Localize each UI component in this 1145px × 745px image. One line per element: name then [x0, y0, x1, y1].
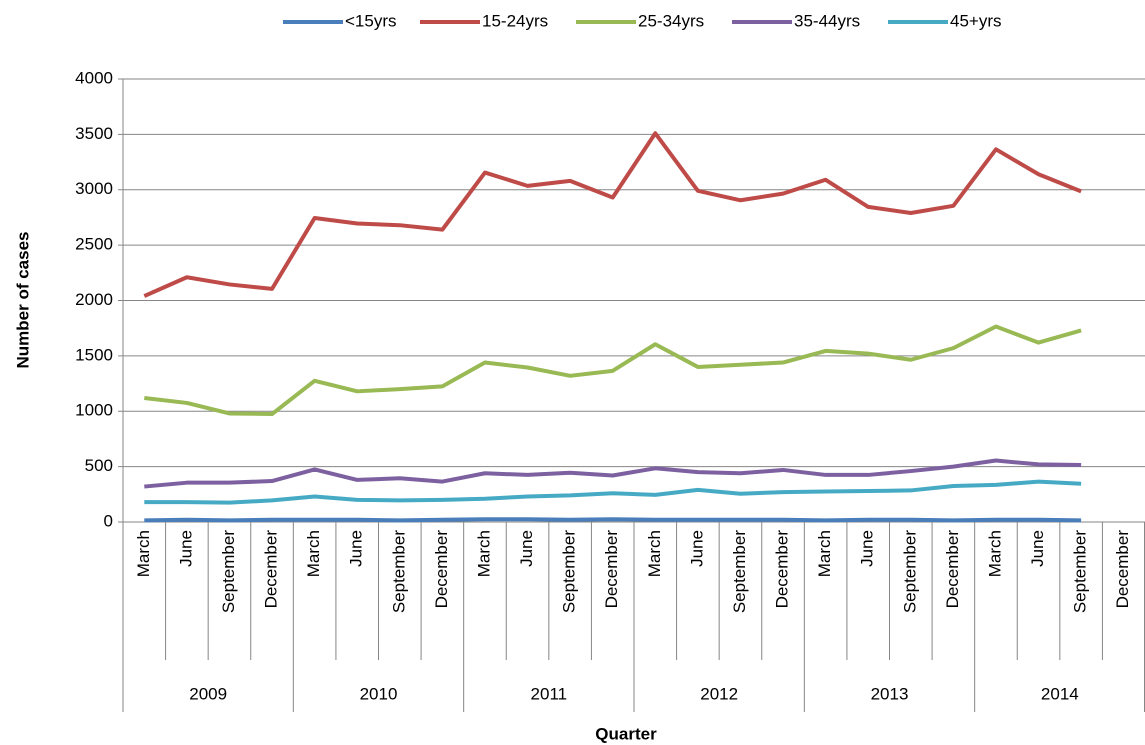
x-tick-label: December — [1113, 530, 1132, 609]
year-label: 2011 — [531, 684, 568, 703]
x-tick-label: June — [687, 530, 706, 567]
x-tick-label: December — [262, 530, 281, 609]
x-tick-label: December — [602, 530, 621, 609]
y-tick-label: 3000 — [75, 179, 113, 198]
series-line — [143, 131, 1082, 298]
y-tick-label: 500 — [85, 456, 113, 475]
year-label: 2012 — [700, 684, 738, 703]
x-tick-label: September — [219, 530, 238, 613]
x-tick-label: June — [176, 530, 195, 567]
x-tick-label: December — [773, 530, 792, 609]
x-tick-label: September — [389, 530, 408, 613]
y-tick-label: 3500 — [75, 124, 113, 143]
x-tick-label: September — [730, 530, 749, 613]
year-label: 2009 — [189, 684, 227, 703]
x-tick-label: June — [858, 530, 877, 567]
series-line — [144, 324, 1082, 417]
x-tick-label: December — [432, 530, 451, 609]
legend-label: 15-24yrs — [482, 11, 548, 30]
y-tick-label: 2000 — [75, 290, 113, 309]
x-tick-label: March — [474, 530, 493, 577]
x-tick-label: September — [900, 530, 919, 613]
x-tick-label: September — [1071, 530, 1090, 613]
legend-label: 35-44yrs — [794, 11, 860, 30]
x-tick-label: June — [517, 530, 536, 567]
x-tick-label: March — [645, 530, 664, 577]
x-tick-label: March — [985, 530, 1004, 577]
y-axis-title: Number of cases — [13, 232, 32, 369]
year-label: 2010 — [360, 684, 398, 703]
x-tick-label: March — [304, 530, 323, 577]
y-tick-label: 1000 — [75, 401, 113, 420]
legend-label: 25-34yrs — [638, 11, 704, 30]
year-label: 2013 — [871, 684, 909, 703]
year-label: 2014 — [1041, 684, 1079, 703]
series-line — [144, 458, 1082, 489]
x-tick-label: December — [943, 530, 962, 609]
series-line — [144, 479, 1082, 505]
series-line — [144, 517, 1082, 523]
x-tick-label: September — [560, 530, 579, 613]
y-tick-label: 0 — [104, 511, 113, 530]
y-tick-label: 1500 — [75, 345, 113, 364]
y-tick-label: 2500 — [75, 235, 113, 254]
y-tick-label: 4000 — [75, 68, 113, 87]
legend-label: 45+yrs — [950, 11, 1002, 30]
x-tick-label: March — [815, 530, 834, 577]
x-tick-label: June — [347, 530, 366, 567]
x-tick-label: June — [1028, 530, 1047, 567]
legend-label: <15yrs — [345, 11, 397, 30]
x-axis-title: Quarter — [595, 724, 657, 743]
x-tick-label: March — [134, 530, 153, 577]
